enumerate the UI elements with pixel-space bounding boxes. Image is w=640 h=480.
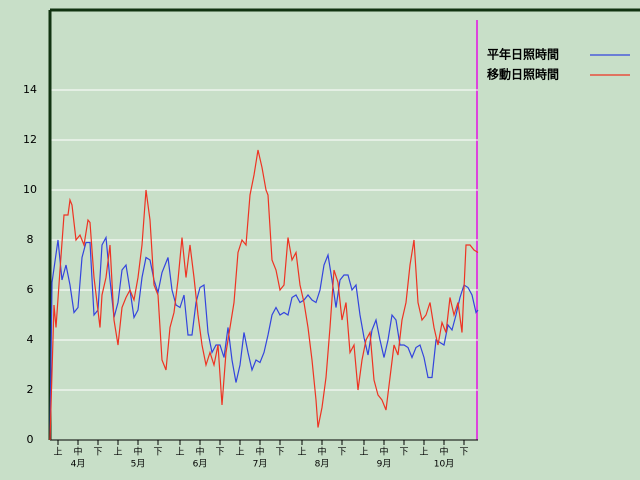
- series-line: [49, 149, 479, 441]
- month-label: 8月: [315, 459, 330, 470]
- y-tick-label: 2: [27, 383, 34, 396]
- month-label: 9月: [377, 459, 392, 470]
- y-tick-label: 0: [27, 433, 34, 446]
- x-tick-label: 下: [459, 448, 468, 458]
- x-tick-label: 下: [275, 448, 284, 458]
- y-tick-label: 6: [27, 283, 34, 296]
- y-tick-label: 14: [23, 83, 37, 96]
- month-label: 4月: [71, 459, 86, 470]
- x-tick-label: 上: [419, 447, 428, 458]
- y-tick-label: 4: [27, 333, 34, 346]
- x-tick-label: 下: [399, 448, 408, 458]
- x-tick-label: 上: [297, 447, 306, 458]
- x-tick-label: 下: [93, 448, 102, 458]
- x-tick-label: 上: [53, 447, 62, 458]
- month-label: 5月: [131, 459, 146, 470]
- x-tick-label: 中: [317, 446, 326, 458]
- y-tick-label: 8: [27, 233, 34, 246]
- x-tick-label: 上: [359, 447, 368, 458]
- y-tick-label: 10: [23, 183, 37, 196]
- x-tick-label: 中: [255, 446, 264, 458]
- x-tick-label: 中: [379, 446, 388, 458]
- month-label: 6月: [193, 459, 208, 470]
- x-tick-label: 下: [337, 448, 346, 458]
- x-tick-label: 中: [73, 446, 82, 458]
- x-tick-label: 下: [215, 448, 224, 458]
- x-tick-label: 下: [153, 448, 162, 458]
- y-tick-label: 12: [23, 133, 37, 146]
- month-label: 7月: [253, 459, 268, 470]
- x-tick-label: 中: [439, 446, 448, 458]
- x-tick-label: 上: [113, 447, 122, 458]
- series-line: [49, 235, 479, 441]
- x-tick-label: 上: [175, 447, 184, 458]
- x-tick-label: 中: [195, 446, 204, 458]
- x-tick-label: 中: [133, 446, 142, 458]
- x-tick-label: 上: [235, 447, 244, 458]
- legend-label: 平年日照時間: [487, 47, 559, 62]
- legend-label: 移動日照時間: [487, 67, 559, 82]
- month-label: 10月: [434, 459, 454, 470]
